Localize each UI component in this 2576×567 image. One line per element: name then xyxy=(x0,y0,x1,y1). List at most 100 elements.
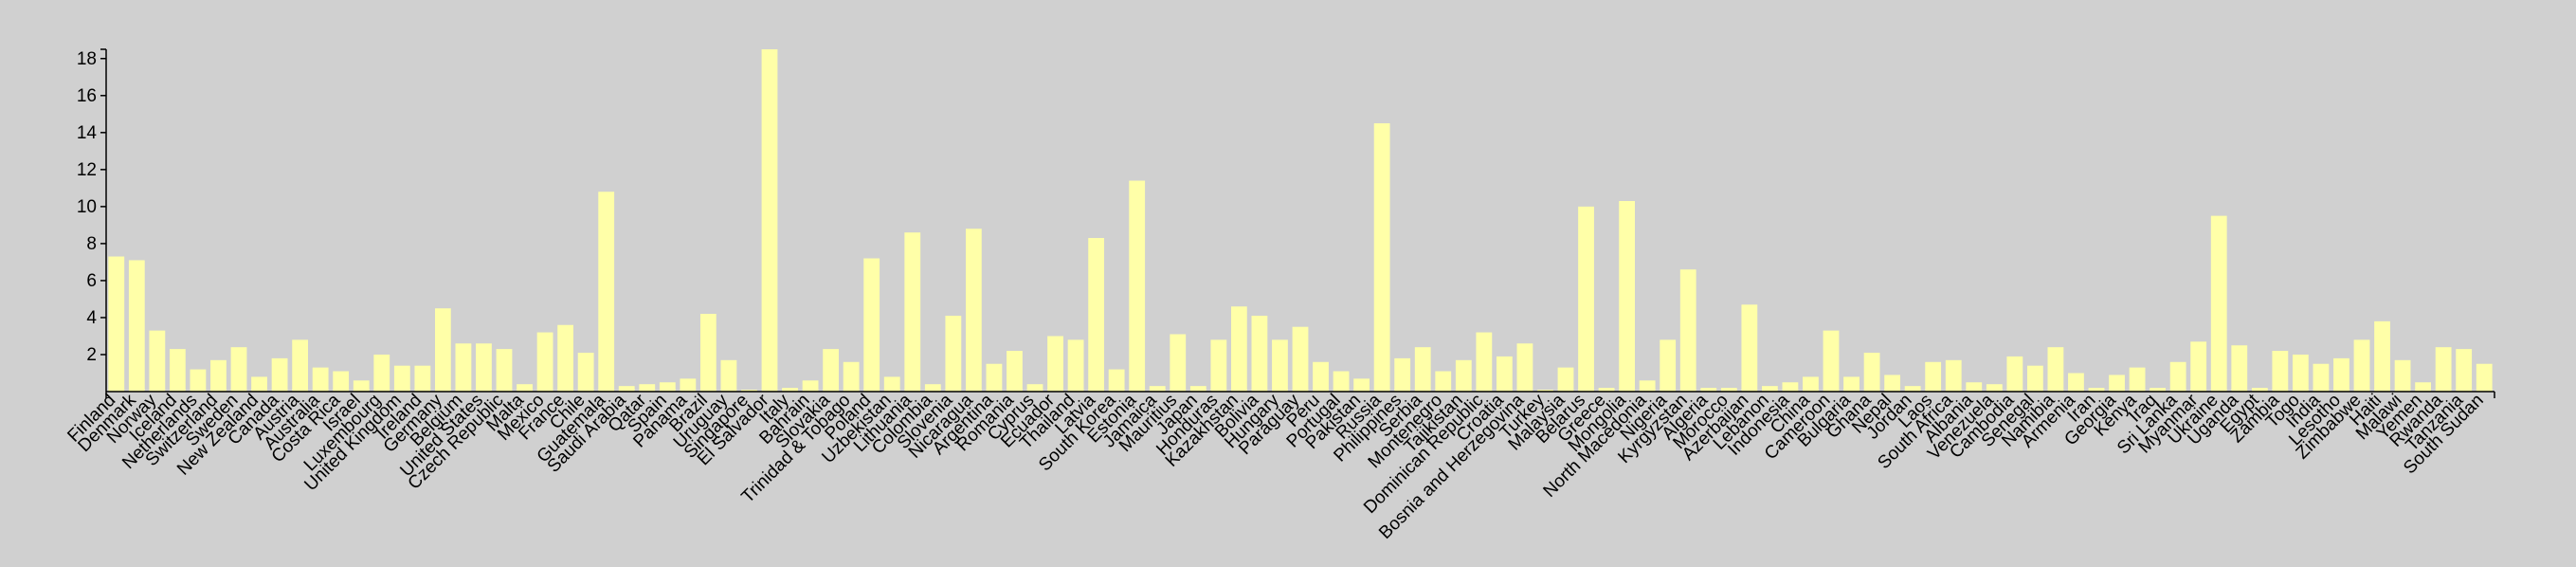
bar xyxy=(1313,361,1329,392)
bar xyxy=(393,365,410,392)
bar xyxy=(1619,201,1636,392)
bar xyxy=(2231,345,2248,392)
bar xyxy=(1067,339,1084,392)
bar xyxy=(1925,361,1942,392)
bar xyxy=(1557,367,1574,392)
bar xyxy=(1863,353,1880,392)
bar xyxy=(1149,386,1166,392)
bar xyxy=(761,49,778,392)
bar xyxy=(536,332,553,392)
y-tick-label: 10 xyxy=(77,197,97,217)
bar xyxy=(945,315,962,392)
bar xyxy=(1945,359,1962,392)
bar xyxy=(2456,349,2473,392)
bar xyxy=(720,359,737,392)
bar xyxy=(1108,369,1125,392)
bar xyxy=(1884,375,1901,392)
bar xyxy=(1007,351,1023,392)
bar xyxy=(1414,347,1431,392)
x-axis xyxy=(105,391,2495,398)
bar xyxy=(577,353,594,392)
bar xyxy=(1700,388,1717,392)
bar xyxy=(1496,356,1513,392)
bar xyxy=(2394,359,2411,392)
bar xyxy=(1026,384,1043,392)
bar xyxy=(2088,388,2105,392)
bar xyxy=(2006,356,2023,392)
bar xyxy=(1210,339,1227,392)
bar xyxy=(496,349,513,392)
bar xyxy=(1986,384,2003,392)
bar xyxy=(1170,334,1187,392)
bar xyxy=(823,349,840,392)
bar xyxy=(2476,363,2493,392)
bar xyxy=(863,258,880,392)
bar xyxy=(353,380,370,392)
bar xyxy=(1843,376,1859,392)
bar xyxy=(2313,363,2330,392)
y-tick-label: 2 xyxy=(86,345,97,365)
bar xyxy=(1578,206,1594,392)
bar xyxy=(2026,365,2043,392)
bar xyxy=(455,343,472,392)
bar xyxy=(802,380,819,392)
bar xyxy=(169,349,186,392)
y-tick-label: 12 xyxy=(77,160,97,180)
bar xyxy=(108,256,125,392)
bar xyxy=(1904,386,1921,392)
bar xyxy=(2169,361,2186,392)
bar xyxy=(1679,269,1696,392)
bar xyxy=(883,376,900,392)
bar xyxy=(1251,315,1268,392)
y-tick-label: 6 xyxy=(86,271,97,291)
bar xyxy=(2435,347,2452,392)
bar xyxy=(1088,238,1105,392)
bar xyxy=(1047,336,1063,392)
bar xyxy=(292,339,309,392)
bar xyxy=(2150,388,2167,392)
bar xyxy=(271,357,288,392)
bar xyxy=(1720,388,1737,392)
y-axis: 2 4 6 8 10 12 14 16 18 xyxy=(77,48,107,392)
bar xyxy=(230,347,247,392)
bar xyxy=(1966,382,1983,392)
y-tick-label: 8 xyxy=(86,234,97,254)
bar xyxy=(2068,373,2084,392)
bar xyxy=(2353,339,2370,392)
x-axis-labels: FinlandDenmarkNorwayIcelandNetherlandsSw… xyxy=(63,390,2487,543)
bar xyxy=(1373,123,1390,393)
y-tick-label: 14 xyxy=(77,123,98,143)
bar xyxy=(414,365,431,392)
bar xyxy=(2190,341,2207,392)
bar xyxy=(639,384,656,392)
y-tick-label: 18 xyxy=(77,49,97,69)
bar xyxy=(373,354,390,392)
bar xyxy=(1823,330,1840,392)
bar xyxy=(557,324,574,392)
bar xyxy=(1660,339,1677,392)
bar xyxy=(618,386,635,392)
bar xyxy=(986,363,1003,392)
bar xyxy=(699,314,717,392)
bar xyxy=(1292,326,1309,392)
bar xyxy=(1353,378,1370,392)
bar xyxy=(1639,380,1656,392)
bar xyxy=(1455,359,1472,392)
bar xyxy=(434,308,451,392)
bar xyxy=(2047,347,2064,392)
bar xyxy=(843,361,860,392)
bar xyxy=(598,192,615,392)
bar xyxy=(190,369,207,392)
bar xyxy=(1230,306,1247,392)
bar xyxy=(1476,332,1493,392)
bar xyxy=(2272,351,2289,392)
bar xyxy=(1129,180,1146,392)
bar xyxy=(312,367,329,392)
bar xyxy=(782,388,798,392)
bar xyxy=(517,384,533,392)
y-tick-label: 4 xyxy=(86,308,97,328)
bar xyxy=(333,371,350,392)
bar xyxy=(251,376,267,392)
bar xyxy=(128,260,145,392)
